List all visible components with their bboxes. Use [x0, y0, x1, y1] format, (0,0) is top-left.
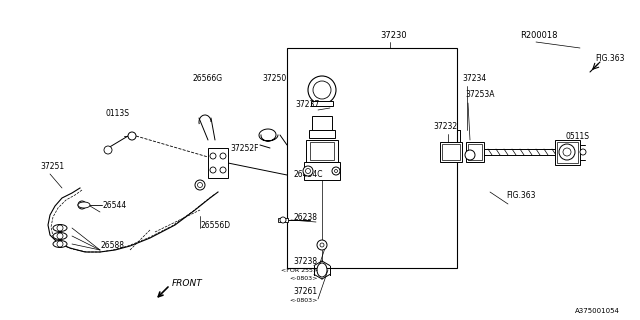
- Bar: [310, 142, 334, 160]
- Text: 37252F: 37252F: [230, 143, 259, 153]
- Circle shape: [220, 153, 226, 159]
- Text: 37250: 37250: [262, 74, 286, 83]
- Text: 37237: 37237: [296, 100, 320, 108]
- Ellipse shape: [78, 202, 90, 208]
- Ellipse shape: [53, 225, 67, 231]
- Text: 26454C: 26454C: [294, 170, 323, 179]
- Bar: [311, 101, 333, 106]
- Circle shape: [57, 241, 63, 247]
- Text: 37230: 37230: [380, 30, 406, 39]
- Text: 26238: 26238: [293, 213, 317, 222]
- Bar: [306, 140, 338, 162]
- Bar: [557, 142, 578, 163]
- Text: <FOR 255>: <FOR 255>: [281, 268, 318, 274]
- Circle shape: [308, 76, 336, 104]
- Text: 26544: 26544: [102, 201, 126, 210]
- Circle shape: [280, 217, 286, 223]
- Text: R200018: R200018: [520, 30, 557, 39]
- Text: 26556D: 26556D: [200, 220, 230, 229]
- Circle shape: [563, 148, 571, 156]
- Bar: [466, 142, 484, 162]
- Ellipse shape: [53, 233, 67, 239]
- Text: <-0803>: <-0803>: [290, 276, 318, 282]
- Bar: [312, 116, 332, 130]
- Bar: [440, 142, 462, 162]
- Circle shape: [57, 233, 63, 239]
- Circle shape: [580, 149, 586, 155]
- Circle shape: [465, 150, 475, 160]
- Circle shape: [305, 169, 310, 173]
- Circle shape: [332, 167, 340, 175]
- Circle shape: [78, 201, 86, 209]
- Text: 37238: 37238: [294, 257, 318, 266]
- Text: FRONT: FRONT: [172, 278, 203, 287]
- Circle shape: [57, 225, 63, 231]
- Circle shape: [303, 166, 313, 176]
- Text: 37251: 37251: [40, 162, 64, 171]
- Circle shape: [128, 132, 136, 140]
- Circle shape: [210, 153, 216, 159]
- Text: 37261: 37261: [294, 286, 318, 295]
- Text: 37253A: 37253A: [465, 90, 495, 99]
- Circle shape: [313, 81, 331, 99]
- Circle shape: [198, 182, 202, 188]
- Circle shape: [320, 243, 324, 247]
- Bar: [304, 162, 340, 180]
- Text: 0113S: 0113S: [105, 108, 129, 117]
- Bar: [287, 48, 457, 268]
- Bar: [208, 148, 228, 178]
- Text: FIG.363: FIG.363: [506, 191, 536, 201]
- Circle shape: [220, 167, 226, 173]
- Circle shape: [317, 240, 327, 250]
- Bar: [278, 218, 288, 222]
- Bar: [555, 140, 580, 165]
- Circle shape: [195, 180, 205, 190]
- Text: FIG.363: FIG.363: [595, 53, 625, 62]
- Circle shape: [104, 146, 112, 154]
- Circle shape: [210, 167, 216, 173]
- Circle shape: [335, 170, 337, 172]
- Text: 0511S: 0511S: [565, 132, 589, 140]
- Text: 26588: 26588: [100, 242, 124, 251]
- Text: 26566G: 26566G: [192, 74, 222, 83]
- Bar: [442, 144, 460, 160]
- Text: A375001054: A375001054: [575, 308, 620, 314]
- Bar: [468, 144, 482, 160]
- Bar: [309, 130, 335, 138]
- Text: 37232: 37232: [433, 122, 457, 131]
- Text: <-0803>: <-0803>: [290, 299, 318, 303]
- Ellipse shape: [317, 263, 327, 277]
- Ellipse shape: [53, 241, 67, 247]
- Text: 37234: 37234: [462, 74, 486, 83]
- Circle shape: [559, 144, 575, 160]
